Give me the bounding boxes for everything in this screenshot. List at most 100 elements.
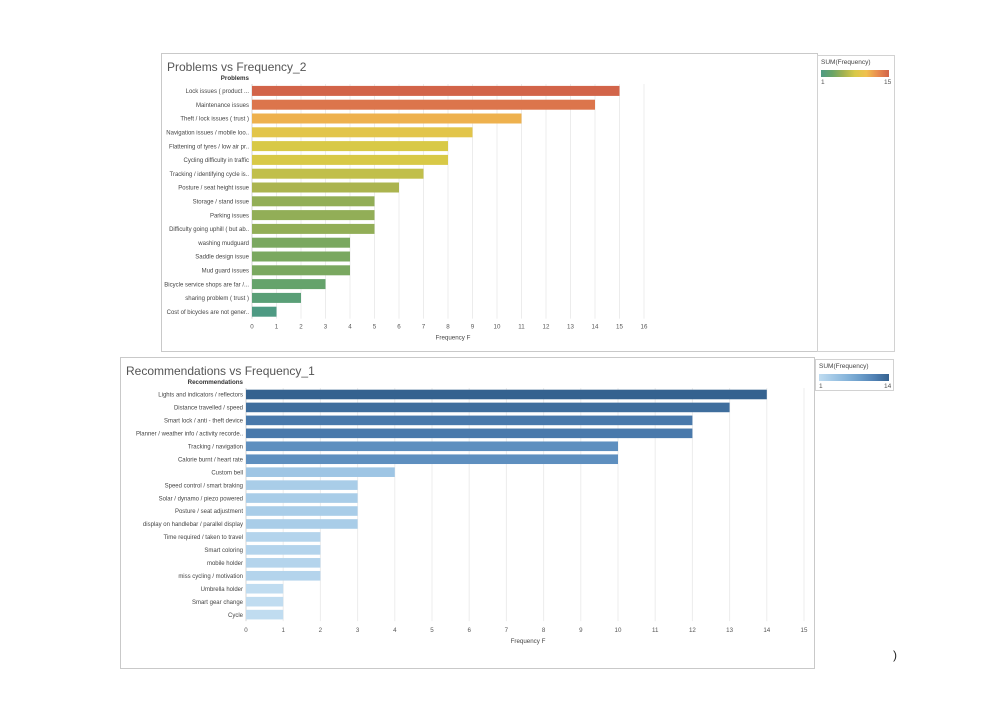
bar xyxy=(252,210,375,221)
x-tick-label: 13 xyxy=(567,324,574,331)
x-tick-label: 10 xyxy=(494,324,501,331)
category-label: Parking issues xyxy=(210,213,249,219)
x-tick-label: 0 xyxy=(250,324,254,331)
bar xyxy=(246,583,284,594)
category-label: sharing problem ( trust ) xyxy=(185,296,249,302)
bar xyxy=(246,389,767,400)
category-label: Tracking / navigation xyxy=(188,444,243,450)
bar xyxy=(246,467,395,477)
category-label: Tracking / identifying cycle is.. xyxy=(170,172,250,178)
category-label: Lock issues ( product ... xyxy=(186,89,250,95)
category-label: Distance travelled / speed xyxy=(174,406,243,412)
bar xyxy=(252,85,620,96)
bar xyxy=(246,596,284,607)
x-tick-label: 9 xyxy=(579,627,583,634)
category-label: Calorie burnt / heart rate xyxy=(178,457,244,463)
x-tick-label: 10 xyxy=(615,627,622,634)
y-axis-title: Recommendations xyxy=(188,379,244,386)
x-tick-label: 13 xyxy=(726,627,733,634)
bar xyxy=(246,428,693,439)
x-tick-label: 8 xyxy=(446,324,450,331)
bar xyxy=(246,493,358,503)
legend-title: SUM(Frequency) xyxy=(821,59,871,66)
category-label: washing mudguard xyxy=(197,241,249,247)
category-label: Cycling difficulty in traffic xyxy=(184,158,249,164)
category-label: Speed control / smart braking xyxy=(165,483,243,489)
x-tick-label: 14 xyxy=(763,627,770,634)
bar xyxy=(246,415,693,426)
x-tick-label: 11 xyxy=(518,324,525,331)
x-tick-label: 9 xyxy=(471,324,475,331)
x-tick-label: 7 xyxy=(422,324,426,331)
bar xyxy=(252,279,326,290)
recommendations-legend: SUM(Frequency) 1 14 xyxy=(815,359,894,391)
x-tick-label: 3 xyxy=(324,324,328,331)
bar xyxy=(246,545,321,555)
category-label: Navigation issues / mobile loo.. xyxy=(166,131,249,137)
bar xyxy=(252,306,277,317)
x-tick-label: 3 xyxy=(356,627,360,634)
category-label: Umbrella holder xyxy=(201,587,243,593)
x-tick-label: 2 xyxy=(319,627,323,634)
bar xyxy=(252,292,301,303)
x-tick-label: 8 xyxy=(542,627,546,634)
bar xyxy=(252,127,473,138)
category-label: Cycle xyxy=(228,613,244,619)
x-tick-label: 12 xyxy=(543,324,550,331)
x-tick-label: 0 xyxy=(244,627,248,634)
category-label: Smart coloring xyxy=(204,548,243,554)
bar xyxy=(246,558,321,568)
y-axis-title: Problems xyxy=(221,75,250,82)
bar xyxy=(246,532,321,542)
recommendations-chart-title: Recommendations vs Frequency_1 xyxy=(126,364,315,378)
category-label: Saddle design issue xyxy=(195,255,249,261)
x-tick-label: 12 xyxy=(689,627,696,634)
bar xyxy=(252,196,375,207)
legend-max: 15 xyxy=(884,79,892,86)
problems-legend: SUM(Frequency) 1 15 xyxy=(817,55,895,352)
bar xyxy=(252,154,448,165)
category-label: Maintenance issues xyxy=(196,103,249,109)
category-label: Time required / taken to travel xyxy=(164,535,243,541)
x-tick-label: 6 xyxy=(467,627,471,634)
bar xyxy=(252,223,375,234)
bar xyxy=(252,265,350,276)
category-label: Lights and indicators / reflectors xyxy=(158,393,243,399)
category-label: Posture / seat height issue xyxy=(178,186,249,192)
x-tick-label: 14 xyxy=(592,324,599,331)
category-label: Posture / seat adjustment xyxy=(175,509,243,515)
legend-max: 14 xyxy=(884,383,892,390)
bar xyxy=(246,609,284,620)
bar xyxy=(252,182,399,193)
stray-parenthesis: ) xyxy=(893,648,897,662)
bar xyxy=(252,141,448,152)
x-tick-label: 5 xyxy=(430,627,434,634)
bar xyxy=(246,519,358,529)
category-label: Flattening of tyres / low air pr.. xyxy=(169,144,249,150)
bar xyxy=(252,113,522,124)
legend-gradient xyxy=(819,374,889,381)
x-tick-label: 1 xyxy=(281,627,285,634)
category-label: Cost of bicycles are not gener.. xyxy=(167,310,250,316)
bar xyxy=(246,506,358,516)
category-label: Storage / stand issue xyxy=(193,200,250,206)
category-label: Custom bell xyxy=(211,470,243,476)
x-axis-title: Frequency F xyxy=(511,638,546,645)
x-tick-label: 16 xyxy=(641,324,648,331)
x-tick-label: 4 xyxy=(393,627,397,634)
x-tick-label: 7 xyxy=(505,627,509,634)
category-label: mobile holder xyxy=(207,561,243,567)
bar xyxy=(252,99,595,110)
x-tick-label: 15 xyxy=(616,324,623,331)
legend-min: 1 xyxy=(821,79,825,86)
category-label: Theft / lock issues ( trust ) xyxy=(180,117,249,123)
category-label: display on handlebar / parallel display xyxy=(143,522,243,528)
bar xyxy=(252,168,424,179)
category-label: miss cycling / motivation xyxy=(178,574,243,580)
category-label: Mud guard issues xyxy=(202,269,249,275)
bar xyxy=(246,454,618,465)
x-axis-title: Frequency F xyxy=(436,335,471,342)
x-tick-label: 11 xyxy=(652,627,659,634)
